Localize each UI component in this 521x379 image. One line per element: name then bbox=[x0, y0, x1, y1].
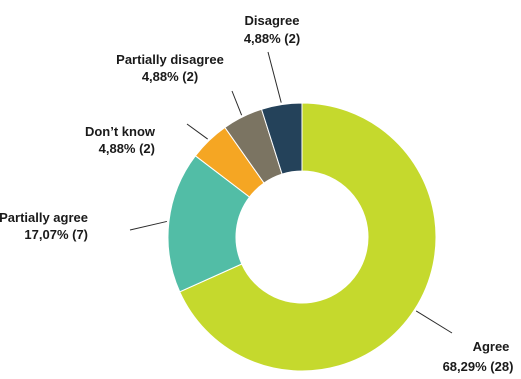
slice-label-agree: Agree bbox=[473, 339, 510, 354]
donut-slices bbox=[167, 102, 437, 372]
leader-line-disagree bbox=[267, 51, 282, 103]
slice-value-disagree: 4,88% (2) bbox=[244, 31, 300, 46]
leader-lines bbox=[129, 51, 453, 334]
slice-label-dont-know: Don’t know bbox=[85, 124, 156, 139]
slice-label-partially-disagree: Partially disagree bbox=[116, 52, 224, 67]
slice-value-partially-disagree: 4,88% (2) bbox=[142, 69, 198, 84]
donut-slice-agree bbox=[179, 102, 437, 372]
slice-label-disagree: Disagree bbox=[245, 13, 300, 28]
leader-line-agree bbox=[415, 310, 453, 334]
leader-line-don-t-know bbox=[186, 123, 208, 140]
leader-line-partially-disagree bbox=[231, 90, 243, 116]
slice-label-partially-agree: Partially agree bbox=[0, 210, 88, 225]
slice-value-partially-agree: 17,07% (7) bbox=[24, 227, 88, 242]
leader-line-partially-agree bbox=[129, 220, 168, 231]
slice-labels: Agree 68,29% (28) Partially agree 17,07%… bbox=[0, 13, 513, 374]
slice-value-agree: 68,29% (28) bbox=[443, 359, 514, 374]
donut-slice-disagree bbox=[260, 102, 303, 175]
slice-value-dont-know: 4,88% (2) bbox=[99, 141, 155, 156]
